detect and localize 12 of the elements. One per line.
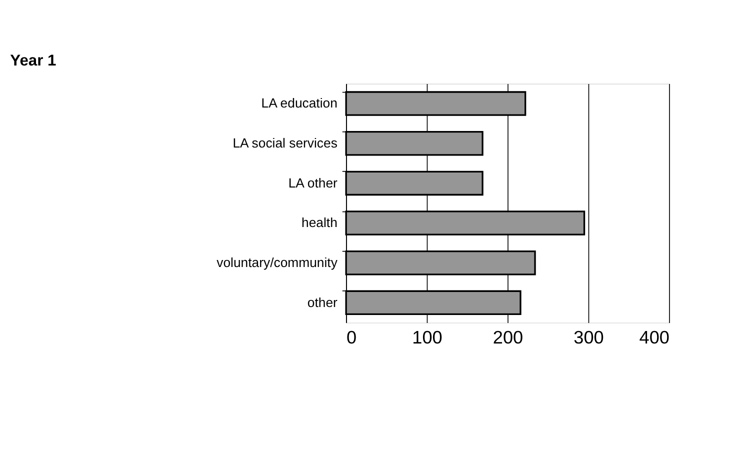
- text: Year 1: [10, 52, 57, 70]
- x-tick-label: 400: [639, 328, 670, 348]
- y-tick-label: voluntary/community: [216, 254, 338, 270]
- x-tick-label: 0: [346, 328, 357, 348]
- y-tick-label: LA other: [288, 175, 338, 190]
- y-tick-label: health: [302, 215, 338, 230]
- x-tick-label: 300: [574, 328, 604, 348]
- y-tick-label: LA social services: [232, 136, 338, 150]
- x-tick-label: 100: [412, 328, 442, 348]
- x-tick-label: 200: [492, 328, 524, 348]
- y-tick-label: other: [307, 294, 338, 310]
- y-tick-label: LA education: [261, 96, 338, 111]
